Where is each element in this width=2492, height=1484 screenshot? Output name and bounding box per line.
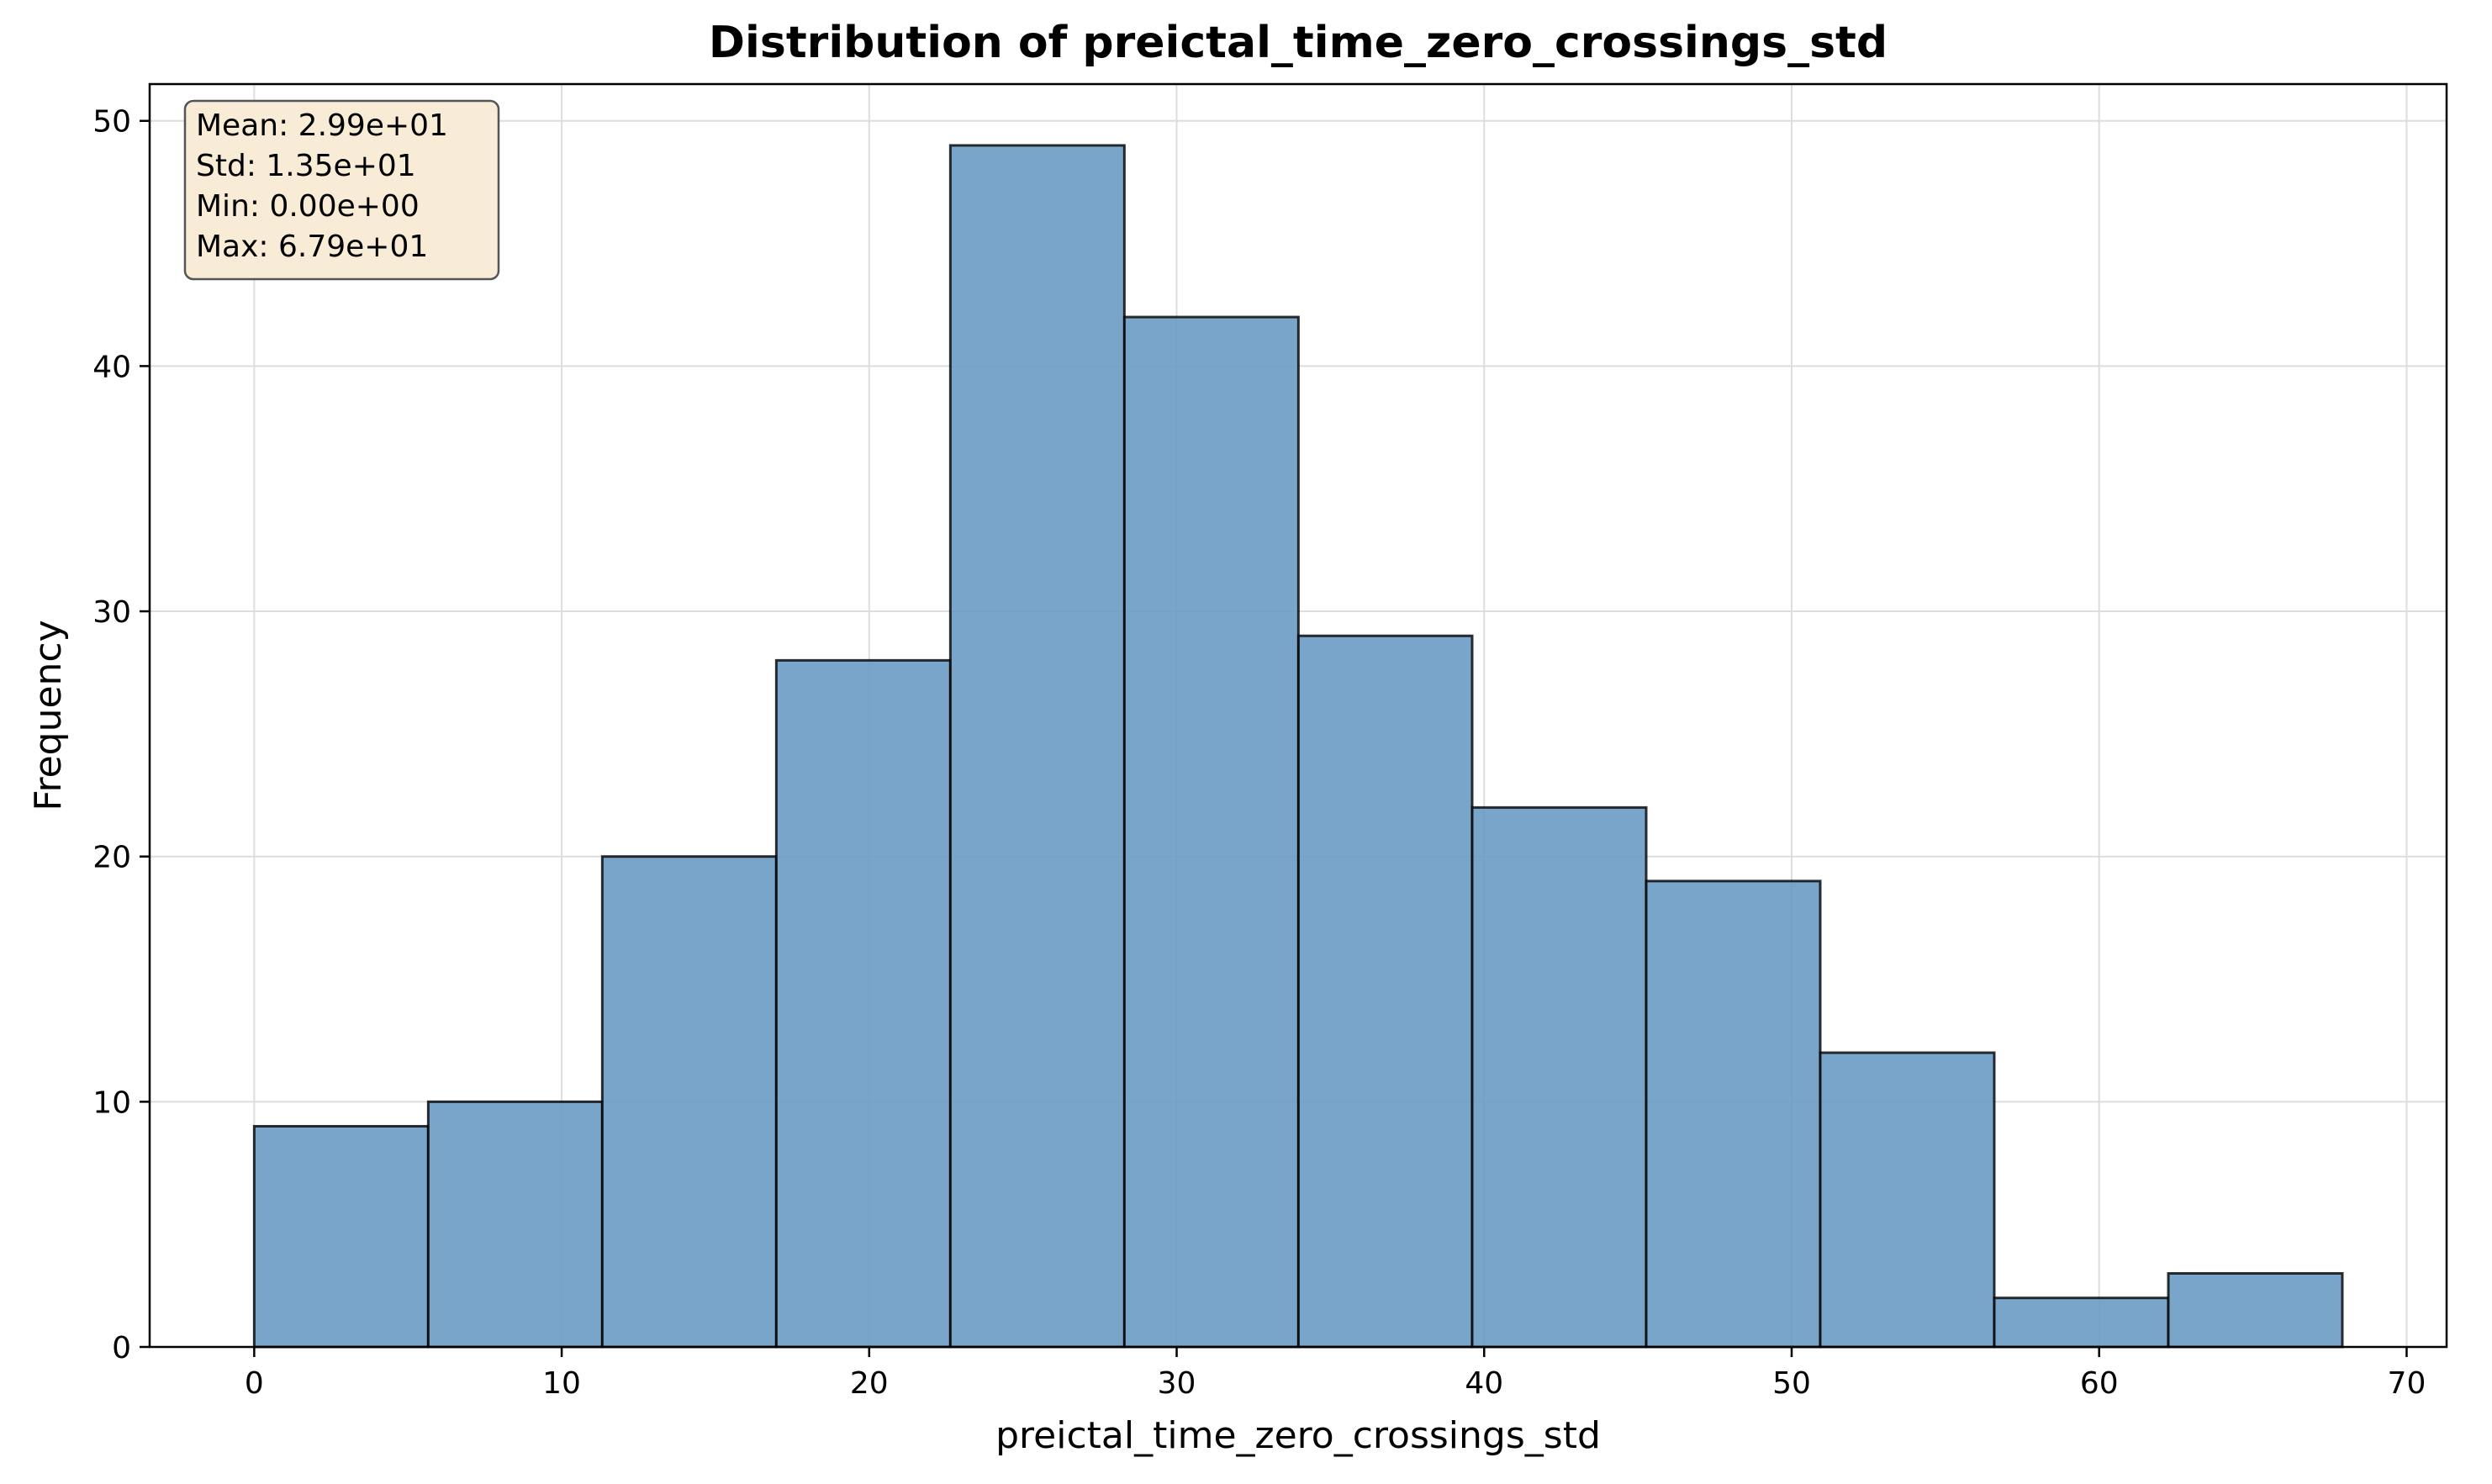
stats-max: Max: 6.79e+01 — [196, 230, 428, 264]
histogram-bar — [1993, 1297, 2170, 1349]
y-tick-label: 40 — [92, 350, 131, 384]
x-tick-label: 60 — [2080, 1366, 2119, 1401]
bars — [252, 144, 2344, 1349]
x-tick-label: 70 — [2388, 1366, 2426, 1401]
histogram-bar — [1296, 634, 1474, 1349]
y-tick-label: 0 — [112, 1331, 131, 1365]
x-tick-label: 20 — [850, 1366, 889, 1401]
stats-box-background — [183, 99, 500, 281]
histogram-bar — [2167, 1272, 2344, 1349]
plot-frame — [148, 82, 2448, 1349]
y-tick-label: 10 — [92, 1085, 131, 1120]
chart-title: Distribution of preictal_time_zero_cross… — [709, 18, 1887, 68]
x-tick-label: 30 — [1158, 1366, 1196, 1401]
y-axis-ticks: 0 10 20 30 40 50 — [92, 105, 150, 1365]
stats-mean: Mean: 2.99e+01 — [196, 108, 448, 143]
y-tick-label: 50 — [92, 105, 131, 140]
histogram-bar — [426, 1100, 604, 1349]
y-tick-label: 30 — [92, 595, 131, 630]
y-axis-label: Frequency — [27, 620, 70, 811]
histogram-bar — [1819, 1051, 1996, 1349]
y-tick-label: 20 — [92, 841, 131, 875]
stats-box: Mean: 2.99e+01 Std: 1.35e+01 Min: 0.00e+… — [183, 99, 500, 281]
histogram-bar — [252, 1125, 430, 1349]
stats-min: Min: 0.00e+00 — [196, 189, 420, 224]
histogram-bar — [1470, 805, 1648, 1349]
histogram-bar — [774, 658, 952, 1349]
x-axis-ticks: 0 10 20 30 40 50 60 70 — [245, 1347, 2426, 1401]
histogram-bar — [600, 855, 778, 1349]
histogram-bar — [1122, 315, 1300, 1349]
histogram-bar — [948, 144, 1126, 1349]
x-tick-label: 10 — [542, 1366, 581, 1401]
x-tick-label: 50 — [1772, 1366, 1811, 1401]
x-tick-label: 40 — [1465, 1366, 1503, 1401]
x-tick-label: 0 — [245, 1366, 264, 1401]
histogram-bar — [1645, 879, 1822, 1349]
stats-std: Std: 1.35e+01 — [196, 149, 416, 183]
x-axis-label: preictal_time_zero_crossings_std — [995, 1414, 1601, 1457]
